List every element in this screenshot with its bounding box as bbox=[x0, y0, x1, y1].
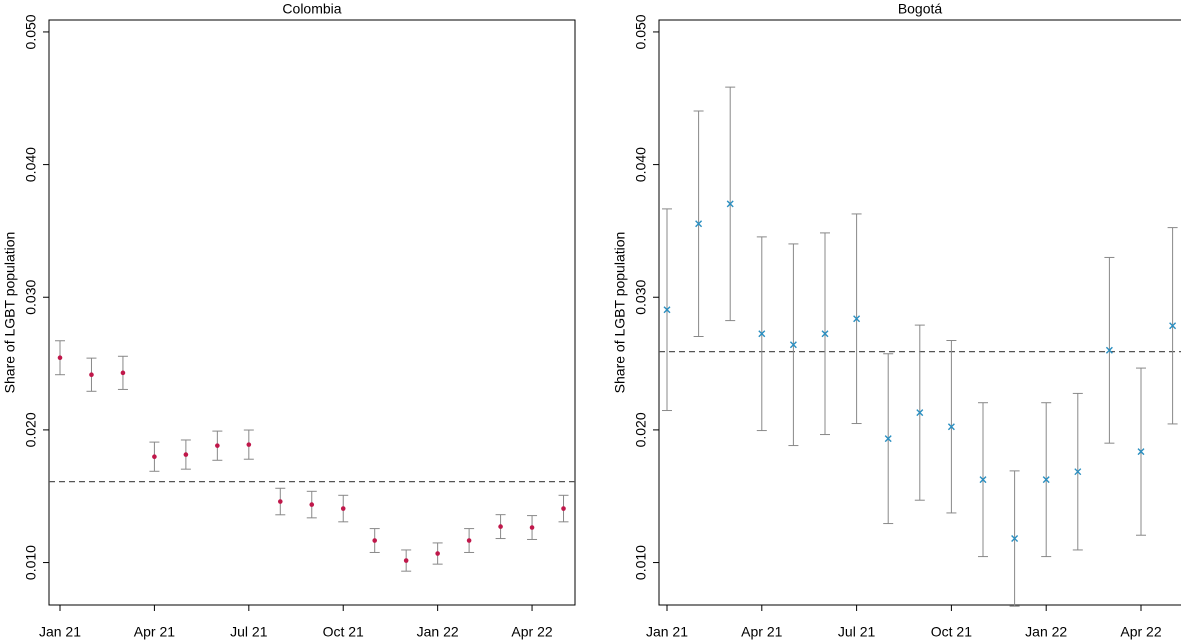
point bbox=[403, 558, 409, 563]
point bbox=[152, 454, 157, 459]
point bbox=[277, 499, 283, 504]
point bbox=[529, 525, 535, 530]
point bbox=[120, 370, 126, 376]
point bbox=[1105, 346, 1113, 354]
point bbox=[789, 341, 797, 349]
x-tick-label: Apr 22 bbox=[511, 624, 552, 640]
point bbox=[1042, 476, 1050, 484]
point bbox=[853, 315, 861, 323]
y-tick-label: 0.010 bbox=[633, 545, 649, 580]
y-tick-label: 0.010 bbox=[23, 545, 39, 580]
point bbox=[758, 330, 766, 338]
y-tick-label: 0.040 bbox=[23, 147, 39, 182]
y-tick-label: 0.040 bbox=[633, 147, 649, 182]
x-tick-label: Jul 21 bbox=[230, 624, 268, 640]
point bbox=[884, 435, 892, 443]
point bbox=[89, 372, 94, 378]
x-tick-label: Oct 21 bbox=[323, 624, 364, 640]
point bbox=[435, 551, 440, 556]
point bbox=[916, 409, 924, 417]
chart-title: Bogotá bbox=[898, 1, 943, 17]
point bbox=[309, 502, 315, 507]
plot-frame bbox=[658, 19, 1181, 606]
x-tick-label: Apr 21 bbox=[134, 624, 175, 640]
point bbox=[695, 220, 703, 228]
point bbox=[498, 524, 503, 529]
point bbox=[979, 476, 987, 484]
y-tick-label: 0.050 bbox=[23, 14, 39, 49]
point bbox=[466, 538, 472, 543]
point bbox=[561, 506, 566, 511]
y-tick-label: 0.020 bbox=[23, 412, 39, 447]
point bbox=[726, 200, 734, 208]
y-tick-label: 0.030 bbox=[23, 280, 39, 315]
y-tick-label: 0.020 bbox=[633, 412, 649, 447]
x-tick-label: Jan 21 bbox=[646, 624, 688, 640]
plot-frame bbox=[48, 19, 576, 606]
chart-title: Colombia bbox=[282, 1, 341, 17]
point bbox=[340, 506, 346, 511]
point bbox=[183, 452, 189, 457]
y-axis-title: Share of LGBT population bbox=[2, 232, 18, 394]
point bbox=[821, 330, 829, 338]
x-tick-label: Apr 21 bbox=[741, 624, 782, 640]
point bbox=[663, 306, 671, 314]
x-tick-label: Jul 21 bbox=[838, 624, 876, 640]
x-tick-label: Oct 21 bbox=[931, 624, 972, 640]
point bbox=[1137, 448, 1145, 456]
x-tick-label: Jan 21 bbox=[39, 624, 81, 640]
point bbox=[57, 355, 63, 361]
point bbox=[246, 442, 252, 447]
point bbox=[372, 538, 378, 543]
point bbox=[215, 443, 220, 448]
point bbox=[1011, 535, 1019, 543]
point bbox=[1169, 322, 1177, 330]
y-axis-title: Share of LGBT population bbox=[612, 232, 628, 394]
point bbox=[947, 423, 955, 431]
y-tick-label: 0.050 bbox=[633, 14, 649, 49]
x-tick-label: Jan 22 bbox=[1025, 624, 1067, 640]
y-tick-label: 0.030 bbox=[633, 280, 649, 315]
x-tick-label: Apr 22 bbox=[1120, 624, 1161, 640]
point bbox=[1074, 468, 1082, 476]
x-tick-label: Jan 22 bbox=[417, 624, 459, 640]
